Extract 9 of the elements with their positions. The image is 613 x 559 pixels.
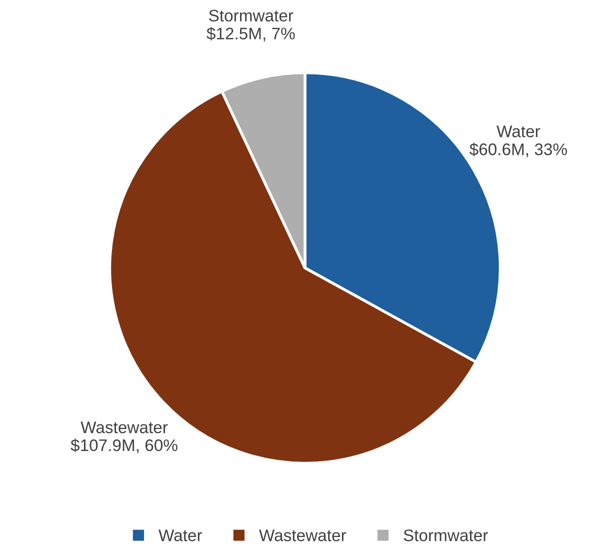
legend-label: Water xyxy=(158,530,202,542)
legend-label: Wastewater xyxy=(259,530,346,542)
text: $60.6M, 33% xyxy=(470,142,567,158)
slice-label: Stormwater xyxy=(209,10,294,22)
legend-label: Stormwater xyxy=(404,529,488,542)
text: $12.5M, 7% xyxy=(206,26,295,42)
text: $107.9M, 60% xyxy=(70,438,178,454)
slice-label: Wastewater xyxy=(80,422,168,434)
slice-label: Water xyxy=(496,126,540,138)
